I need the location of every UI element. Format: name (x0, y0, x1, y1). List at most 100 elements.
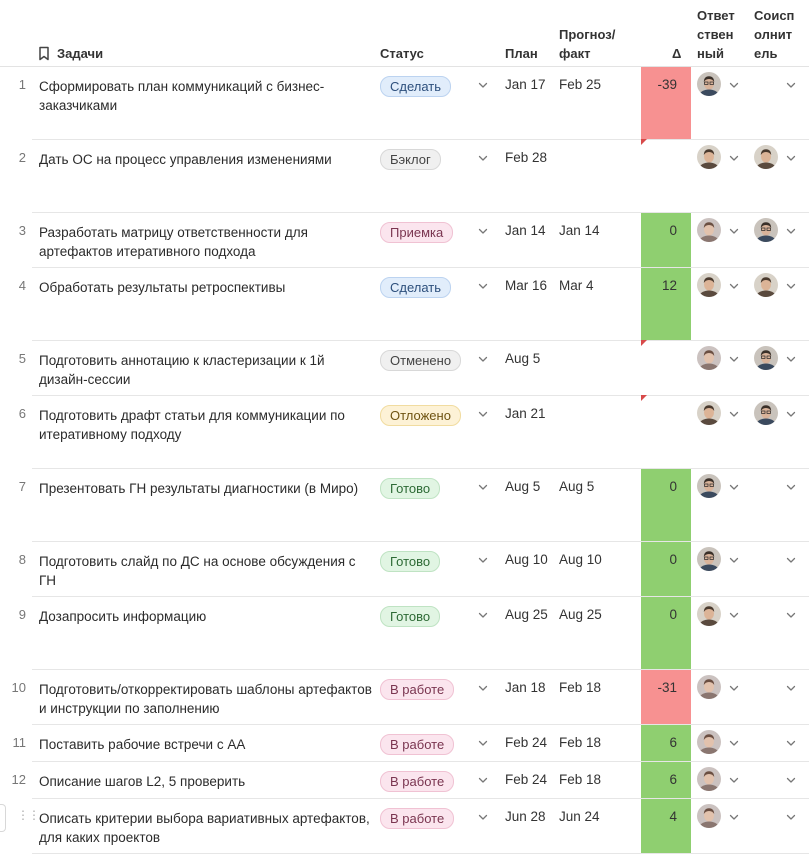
chevron-down-icon[interactable] (728, 152, 740, 164)
column-header-plan[interactable]: План (505, 46, 538, 61)
table-row[interactable]: 5 Подготовить аннотацию к кластеризации к… (0, 340, 809, 396)
plan-date[interactable]: Aug 10 (505, 552, 548, 567)
task-title[interactable]: Сформировать план коммуникаций с бизнес-… (39, 79, 325, 113)
chevron-down-icon[interactable] (728, 554, 740, 566)
forecast-date[interactable]: Feb 18 (559, 735, 602, 750)
column-header-delta[interactable]: Δ (672, 46, 682, 61)
plan-date[interactable]: Jun 28 (505, 809, 546, 824)
table-row[interactable]: ⋮⋮ Описать критерии выбора вариативных ар… (0, 799, 809, 854)
task-title[interactable]: Поставить рабочие встречи с АА (39, 737, 246, 752)
plan-date[interactable]: Aug 5 (505, 351, 541, 366)
status-badge[interactable]: Отложено (380, 405, 461, 426)
chevron-down-icon[interactable] (477, 79, 489, 91)
owner-avatar[interactable] (697, 145, 721, 169)
task-title[interactable]: Описать критерии выбора вариативных арте… (39, 811, 370, 845)
chevron-down-icon[interactable] (785, 79, 797, 91)
status-badge[interactable]: В работе (380, 679, 455, 700)
chevron-down-icon[interactable] (477, 353, 489, 365)
task-title[interactable]: Подготовить слайд по ДС на основе обсужд… (39, 554, 356, 588)
chevron-down-icon[interactable] (477, 682, 489, 694)
status-badge[interactable]: Сделать (380, 76, 452, 97)
chevron-down-icon[interactable] (785, 225, 797, 237)
owner-avatar[interactable] (697, 273, 721, 297)
table-row[interactable]: 2 Дать ОС на процесс управления изменения… (0, 139, 809, 213)
plan-date[interactable]: Jan 18 (505, 680, 546, 695)
status-badge[interactable]: Бэклог (380, 149, 441, 170)
forecast-date[interactable]: Feb 25 (559, 77, 602, 92)
plan-date[interactable]: Jan 17 (505, 77, 546, 92)
table-row[interactable]: 3 Разработать матрицу ответственности для… (0, 213, 809, 268)
chevron-down-icon[interactable] (785, 353, 797, 365)
chevron-down-icon[interactable] (728, 737, 740, 749)
chevron-down-icon[interactable] (477, 554, 489, 566)
task-title[interactable]: Разработать матрицу ответственности для … (39, 225, 308, 259)
coexecutor-avatar[interactable] (754, 218, 778, 242)
table-row[interactable]: 9 Дозапросить информацию Готово Aug 25 Aug 2… (0, 597, 809, 670)
chevron-down-icon[interactable] (477, 774, 489, 786)
table-row[interactable]: 6 Подготовить драфт статьи для коммуникац… (0, 395, 809, 469)
coexecutor-avatar[interactable] (754, 145, 778, 169)
forecast-date[interactable]: Jun 24 (559, 809, 600, 824)
owner-avatar[interactable] (697, 401, 721, 425)
chevron-down-icon[interactable] (477, 481, 489, 493)
drag-handle-icon[interactable]: ⋮⋮ (17, 808, 40, 822)
chevron-down-icon[interactable] (477, 152, 489, 164)
chevron-down-icon[interactable] (785, 554, 797, 566)
column-header-forecast[interactable]: Прогноз/ факт (559, 27, 616, 61)
forecast-date[interactable]: Jan 14 (559, 223, 600, 238)
forecast-date[interactable]: Mar 4 (559, 278, 594, 293)
column-header-tasks[interactable]: Задачи (37, 44, 103, 63)
owner-avatar[interactable] (697, 474, 721, 498)
chevron-down-icon[interactable] (785, 481, 797, 493)
chevron-down-icon[interactable] (728, 609, 740, 621)
table-row[interactable]: 7 Презентовать ГН результаты диагностики … (0, 469, 809, 542)
owner-avatar[interactable] (697, 675, 721, 699)
status-badge[interactable]: В работе (380, 771, 455, 792)
plan-date[interactable]: Feb 24 (505, 772, 548, 787)
table-row[interactable]: 1 Сформировать план коммуникаций с бизнес… (0, 67, 809, 140)
plan-date[interactable]: Aug 25 (505, 607, 548, 622)
owner-avatar[interactable] (697, 72, 721, 96)
chevron-down-icon[interactable] (785, 811, 797, 823)
chevron-down-icon[interactable] (477, 811, 489, 823)
status-badge[interactable]: В работе (380, 734, 455, 755)
table-row[interactable]: 8 Подготовить слайд по ДС на основе обсуж… (0, 542, 809, 597)
chevron-down-icon[interactable] (785, 152, 797, 164)
chevron-down-icon[interactable] (477, 737, 489, 749)
chevron-down-icon[interactable] (728, 408, 740, 420)
plan-date[interactable]: Feb 28 (505, 150, 548, 165)
chevron-down-icon[interactable] (728, 774, 740, 786)
chevron-down-icon[interactable] (477, 225, 489, 237)
plan-date[interactable]: Aug 5 (505, 479, 541, 494)
plan-date[interactable]: Jan 21 (505, 406, 546, 421)
chevron-down-icon[interactable] (728, 353, 740, 365)
task-title[interactable]: Подготовить/откорректировать шаблоны арт… (39, 682, 372, 716)
column-header-status[interactable]: Статус (380, 46, 424, 61)
forecast-date[interactable]: Aug 10 (559, 552, 602, 567)
owner-avatar[interactable] (697, 804, 721, 828)
owner-avatar[interactable] (697, 730, 721, 754)
task-title[interactable]: Дозапросить информацию (39, 609, 207, 624)
chevron-down-icon[interactable] (728, 481, 740, 493)
chevron-down-icon[interactable] (785, 737, 797, 749)
status-badge[interactable]: Отменено (380, 350, 462, 371)
status-badge[interactable]: Приемка (380, 222, 454, 243)
chevron-down-icon[interactable] (728, 811, 740, 823)
coexecutor-avatar[interactable] (754, 273, 778, 297)
column-header-owner[interactable]: Ответ ствен ный (697, 8, 735, 61)
owner-avatar[interactable] (697, 547, 721, 571)
plan-date[interactable]: Mar 16 (505, 278, 548, 293)
task-title[interactable]: Подготовить драфт статьи для коммуникаци… (39, 408, 345, 442)
chevron-down-icon[interactable] (477, 280, 489, 292)
chevron-down-icon[interactable] (785, 774, 797, 786)
chevron-down-icon[interactable] (728, 225, 740, 237)
coexecutor-avatar[interactable] (754, 401, 778, 425)
chevron-down-icon[interactable] (785, 280, 797, 292)
task-title[interactable]: Дать ОС на процесс управления изменениям… (39, 152, 332, 167)
owner-avatar[interactable] (697, 767, 721, 791)
column-header-coexecutor[interactable]: Соисп олнит ель (754, 8, 795, 61)
task-title[interactable]: Презентовать ГН результаты диагностики (… (39, 481, 359, 496)
chevron-down-icon[interactable] (785, 609, 797, 621)
forecast-date[interactable]: Aug 5 (559, 479, 595, 494)
table-row[interactable]: 11 Поставить рабочие встречи с АА В работе… (0, 725, 809, 762)
